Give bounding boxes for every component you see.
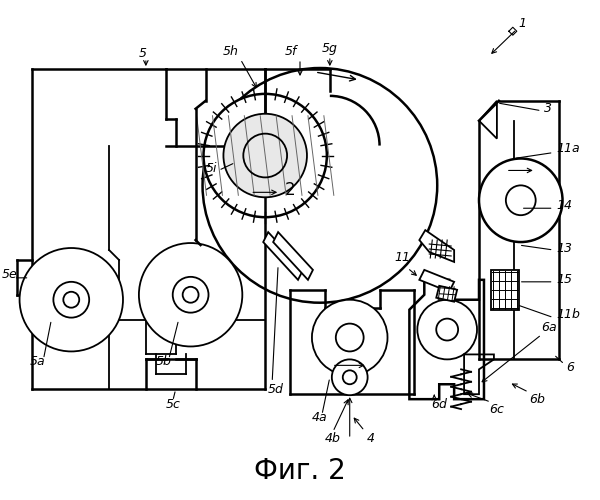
Text: 3: 3	[544, 102, 551, 116]
Text: 5i: 5i	[206, 162, 217, 175]
Text: 5c: 5c	[166, 398, 181, 410]
Text: 11b: 11b	[557, 308, 580, 321]
Text: 5f: 5f	[285, 44, 298, 58]
Circle shape	[20, 248, 123, 352]
Text: 5b: 5b	[156, 355, 172, 368]
Circle shape	[203, 94, 327, 217]
Text: 6c: 6c	[489, 402, 504, 415]
Text: 6d: 6d	[431, 398, 447, 410]
Circle shape	[312, 300, 388, 376]
Text: 5d: 5d	[268, 382, 284, 396]
Polygon shape	[491, 270, 519, 310]
Text: 14: 14	[557, 198, 572, 212]
Polygon shape	[419, 230, 454, 262]
Text: 11: 11	[394, 252, 410, 264]
Polygon shape	[273, 232, 313, 280]
Circle shape	[418, 300, 477, 360]
Circle shape	[332, 360, 368, 395]
Polygon shape	[263, 232, 303, 280]
Text: 5: 5	[139, 46, 147, 60]
Text: 15: 15	[557, 274, 572, 286]
Circle shape	[479, 158, 563, 242]
Text: 5g: 5g	[322, 42, 338, 54]
Text: 5a: 5a	[29, 355, 45, 368]
Text: 5e: 5e	[2, 268, 17, 281]
Text: 6: 6	[566, 361, 575, 374]
Text: Фиг. 2: Фиг. 2	[254, 457, 346, 485]
Text: 4b: 4b	[325, 432, 341, 446]
Text: 13: 13	[557, 242, 572, 254]
Text: 4: 4	[367, 432, 374, 446]
Circle shape	[139, 243, 242, 346]
Text: 5h: 5h	[223, 44, 238, 58]
Polygon shape	[419, 270, 454, 292]
Text: 6a: 6a	[542, 321, 557, 334]
Text: 11a: 11a	[557, 142, 580, 155]
Text: 2: 2	[285, 182, 295, 200]
Text: 6b: 6b	[529, 392, 545, 406]
Text: 4a: 4a	[312, 410, 328, 424]
Circle shape	[223, 114, 307, 198]
Polygon shape	[436, 286, 457, 302]
Text: 1: 1	[519, 17, 527, 30]
